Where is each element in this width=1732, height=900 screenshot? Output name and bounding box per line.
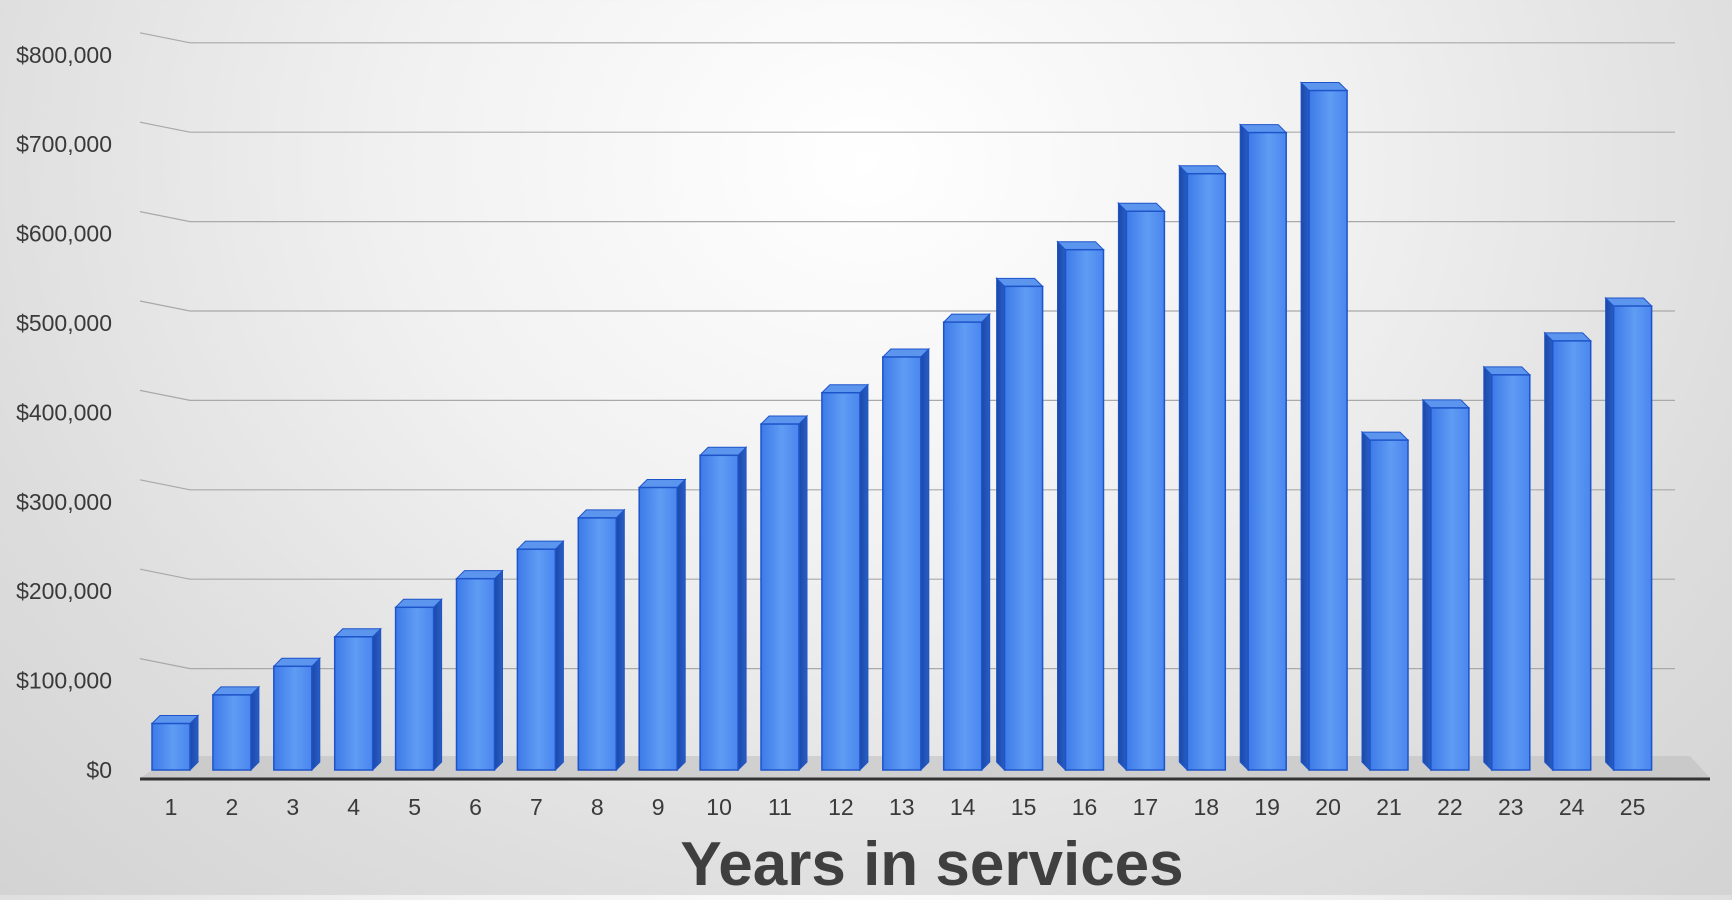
- bar: [455, 569, 504, 772]
- bar: [516, 539, 565, 772]
- bar: [995, 277, 1044, 772]
- x-tick-label: 4: [347, 794, 360, 820]
- x-tick-label: 15: [1011, 794, 1037, 820]
- bar: [1299, 81, 1349, 772]
- bar: [637, 478, 687, 772]
- y-axis-tick-labels: $0 $100,000 $200,000 $300,000 $400,000 $500,0…: [16, 42, 112, 783]
- x-tick-label: 10: [706, 794, 732, 820]
- bar: [394, 598, 443, 772]
- x-tick-label: 18: [1194, 794, 1220, 820]
- bar: [1178, 164, 1227, 772]
- y-tick-label: $600,000: [16, 221, 112, 247]
- x-tick-label: 14: [950, 794, 976, 820]
- gridline: [139, 121, 1675, 133]
- gridline: [139, 211, 1675, 223]
- bar: [1543, 331, 1592, 772]
- y-tick-label: $200,000: [16, 578, 112, 604]
- bar: [1482, 365, 1532, 772]
- bar: [1604, 296, 1653, 772]
- gridlines: [139, 32, 1675, 670]
- bar: [1421, 398, 1471, 772]
- gridline: [139, 32, 1675, 44]
- y-tick-label: $800,000: [16, 42, 112, 68]
- x-axis-tick-labels: 1 2 3 4 5 6 7 8 9 10 11 12 13 14 15 16 17 18 19 20 21 22 23 24 2…: [165, 794, 1646, 820]
- x-tick-label: 13: [889, 794, 915, 820]
- x-tick-label: 25: [1620, 794, 1646, 820]
- y-tick-label: $300,000: [16, 489, 112, 515]
- bar: [1117, 202, 1166, 772]
- gridline: [139, 300, 1675, 312]
- bar: [759, 414, 809, 772]
- x-tick-label: 21: [1376, 794, 1402, 820]
- x-tick-label: 20: [1315, 794, 1341, 820]
- bar: [150, 714, 200, 772]
- x-tick-label: 5: [408, 794, 421, 820]
- bar: [211, 685, 261, 772]
- x-tick-label: 3: [286, 794, 299, 820]
- bar: [881, 347, 931, 772]
- x-tick-label: 19: [1254, 794, 1280, 820]
- bar: [577, 508, 626, 772]
- x-tick-label: 16: [1072, 794, 1098, 820]
- y-tick-label: $400,000: [16, 399, 112, 425]
- x-tick-label: 24: [1559, 794, 1585, 820]
- x-tick-label: 22: [1437, 794, 1463, 820]
- x-tick-label: 8: [591, 794, 604, 820]
- x-tick-label: 7: [530, 794, 543, 820]
- bar: [1056, 240, 1105, 772]
- x-tick-label: 11: [768, 794, 792, 820]
- bar: [333, 627, 382, 772]
- y-tick-label: $100,000: [16, 668, 112, 694]
- y-tick-label: $700,000: [16, 131, 112, 157]
- x-tick-label: 12: [828, 794, 854, 820]
- y-tick-label: $500,000: [16, 310, 112, 336]
- bar: [1238, 123, 1288, 772]
- bar: [820, 383, 870, 772]
- bars: [150, 81, 1653, 772]
- x-tick-label: 17: [1133, 794, 1159, 820]
- bar: [272, 657, 322, 772]
- x-tick-label: 1: [165, 794, 178, 820]
- y-tick-label: $0: [86, 757, 112, 783]
- x-tick-label: 2: [226, 794, 239, 820]
- x-tick-label: 6: [469, 794, 482, 820]
- x-axis-title: Years in services: [680, 830, 1183, 895]
- x-tick-label: 9: [652, 794, 665, 820]
- bar: [1360, 430, 1410, 772]
- bar: [698, 446, 748, 772]
- bar: [942, 312, 991, 772]
- x-tick-label: 23: [1498, 794, 1524, 820]
